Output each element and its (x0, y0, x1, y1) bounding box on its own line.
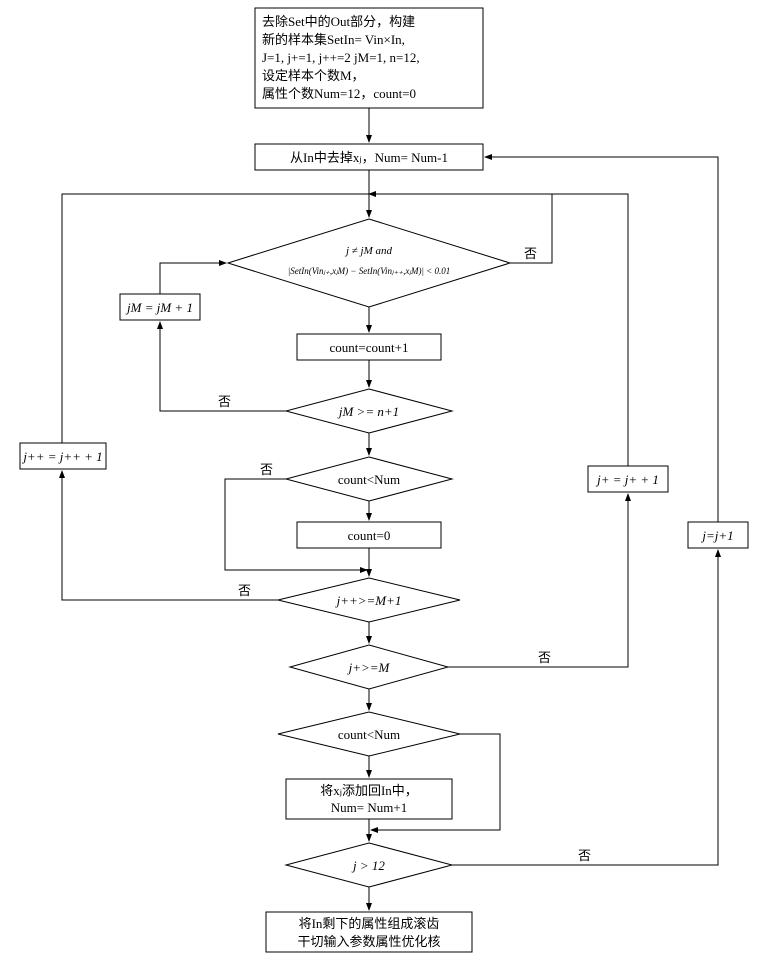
add-xj-line1: 将xⱼ添加回In中， (320, 783, 418, 798)
cond-jp-text: j+>=M (347, 660, 391, 675)
add-xj-line2: Num= Num+1 (331, 800, 407, 815)
cond1-line1: j ≠ jM and (344, 245, 393, 257)
cond-count2-text: count<Num (338, 727, 400, 742)
cond1-diamond (228, 219, 510, 307)
end-line1: 将In剩下的属性组成滚齿 (299, 916, 440, 931)
jm-inc-text: jM = jM + 1 (125, 300, 193, 315)
start-line4: 设定样本个数M， (262, 68, 365, 83)
start-line2: 新的样本集SetIn= Vin×In, (262, 32, 405, 47)
condj12-no-label: 否 (578, 848, 591, 863)
start-line3: J=1, j+=1, j++=2 jM=1, n=12, (262, 50, 420, 65)
arrow-condj12-no (452, 550, 718, 865)
condjm-no-label: 否 (218, 394, 231, 409)
start-line5: 属性个数Num=12，count=0 (262, 86, 416, 101)
cond-jm-text: jM >= n+1 (337, 404, 399, 419)
cond1-no-label: 否 (524, 246, 537, 261)
count-zero-text: count=0 (348, 528, 391, 543)
arrow-jminc-cond1 (160, 263, 226, 294)
j-inc-text: j=j+1 (700, 528, 733, 543)
condcount1-no-label: 否 (260, 462, 273, 477)
jp-inc-text: j+ = j+ + 1 (595, 472, 659, 487)
arrow-condjp-no (448, 494, 628, 667)
remove-xj-text: 从In中去掉xⱼ，Num= Num-1 (290, 150, 448, 165)
end-line2: 干切输入参数属性优化核 (297, 934, 440, 949)
count-inc-text: count=count+1 (330, 340, 409, 355)
cond-count1-text: count<Num (338, 472, 400, 487)
cond1-line2: |SetIn(Vinⱼ₊,xⱼM) − SetIn(Vinⱼ₊₊,xⱼM)| <… (288, 266, 451, 276)
cond-j12-text: j > 12 (351, 858, 385, 873)
arrow-condjpp-no (62, 471, 278, 600)
jpp-inc-text: j++ = j++ + 1 (21, 449, 102, 464)
start-line1: 去除Set中的Out部分，构建 (262, 14, 415, 29)
condjpp-no-label: 否 (238, 583, 251, 598)
condjp-no-label: 否 (538, 650, 551, 665)
cond-jpp-text: j++>=M+1 (335, 593, 402, 608)
